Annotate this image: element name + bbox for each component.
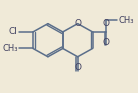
Text: O: O [74, 63, 81, 72]
Text: Cl: Cl [9, 27, 18, 36]
Text: O: O [103, 19, 110, 28]
Text: CH₃: CH₃ [2, 44, 18, 53]
Text: CH₃: CH₃ [119, 16, 134, 25]
Text: O: O [103, 38, 110, 47]
Text: O: O [74, 19, 81, 28]
